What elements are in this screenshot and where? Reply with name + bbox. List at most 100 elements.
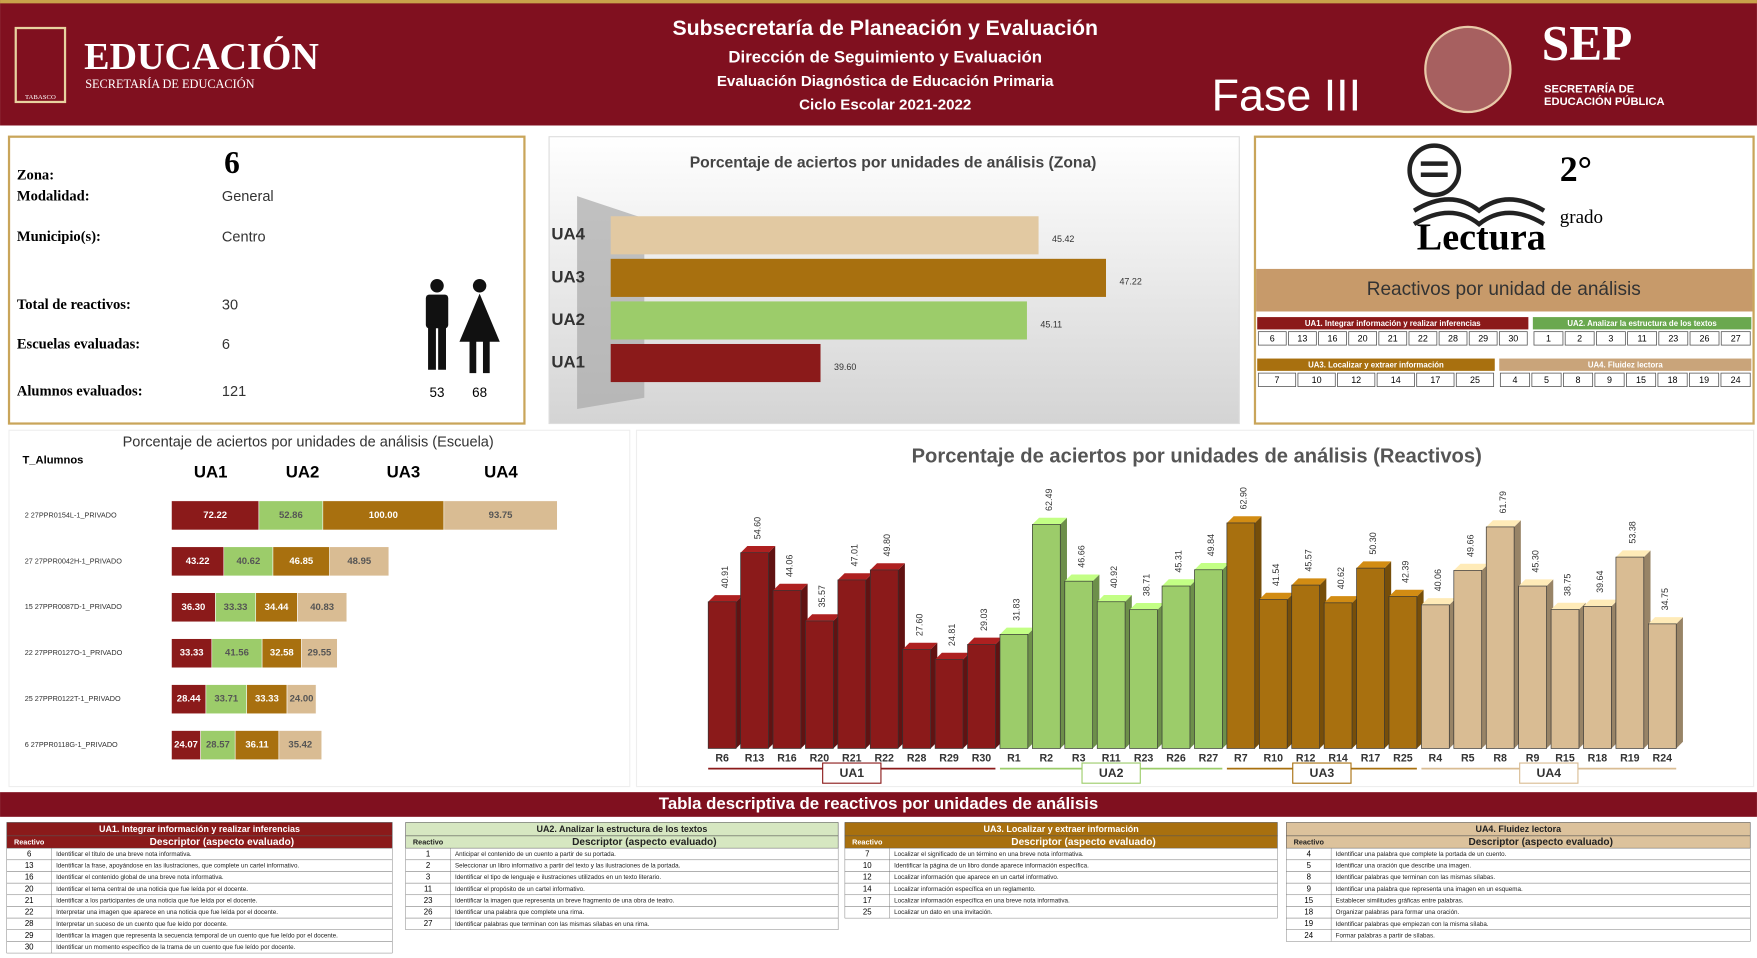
item-number: 16 xyxy=(25,873,34,882)
unit-item: 2 xyxy=(1577,333,1582,343)
item-descriptor: Identificar la imagen que representa un … xyxy=(455,898,675,905)
unit-item: 15 xyxy=(1636,375,1646,385)
info-panel xyxy=(9,137,524,424)
item-number: 21 xyxy=(25,896,34,905)
value-label: 40.91 xyxy=(720,566,730,588)
value-label: 53.38 xyxy=(1628,521,1638,543)
value-label: 46.85 xyxy=(289,556,314,567)
item-number: 22 xyxy=(25,908,34,917)
unit-item: 20 xyxy=(1358,333,1368,343)
bar xyxy=(1583,606,1611,748)
value-label: 49.80 xyxy=(882,534,892,556)
x-tick-label: R4 xyxy=(1429,752,1443,764)
header-line: Ciclo Escolar 2021-2022 xyxy=(799,96,971,113)
logo-state: TABASCO xyxy=(25,94,56,101)
y-tick-label: 2 27PPR0154L-1_PRIVADO xyxy=(25,510,117,519)
item-number: 26 xyxy=(424,908,433,917)
item-number: 7 xyxy=(865,849,869,858)
item-descriptor: Identificar una palabra que representa u… xyxy=(1336,886,1523,893)
dashboard: TABASCOEDUCACIÓNSECRETARÍA DE EDUCACIÓNS… xyxy=(0,0,1757,958)
bar xyxy=(708,602,736,749)
value-label: 43.22 xyxy=(186,556,210,567)
unit-item: 23 xyxy=(1668,333,1678,343)
bar xyxy=(1194,570,1222,749)
item-descriptor: Establecer similitudes gráficas entre pa… xyxy=(1336,898,1464,905)
value-label: 29.55 xyxy=(308,648,333,659)
unit-item: 30 xyxy=(1508,333,1518,343)
info-label: Total de reactivos: xyxy=(17,297,131,313)
unit-name: UA1. Integrar información y realizar inf… xyxy=(1305,319,1481,328)
unit-name: UA4. Fluidez lectora xyxy=(1588,360,1663,369)
x-tick-label: R2 xyxy=(1040,752,1054,764)
value-label: 35.42 xyxy=(288,740,312,751)
item-number: 29 xyxy=(25,931,34,940)
item-descriptor: Identificar el título de una breve nota … xyxy=(56,851,192,858)
unit-item: 28 xyxy=(1448,333,1458,343)
info-label: Municipio(s): xyxy=(17,229,101,245)
bar xyxy=(1097,602,1125,749)
x-tick-label: R26 xyxy=(1166,752,1186,764)
value-label: 46.66 xyxy=(1076,545,1086,567)
bar xyxy=(1357,568,1385,748)
item-number: 24 xyxy=(1304,931,1313,940)
item-descriptor: Organizar palabras para formar una oraci… xyxy=(1336,909,1460,916)
legend-entry: UA4 xyxy=(484,462,518,481)
info-value: 6 xyxy=(224,145,240,180)
value-label: 40.92 xyxy=(1109,566,1119,588)
bar xyxy=(1454,570,1482,748)
value-label: 24.07 xyxy=(174,740,198,751)
bar xyxy=(1130,610,1158,749)
item-descriptor: Localizar el significado de un término e… xyxy=(894,851,1084,858)
x-tick-label: R29 xyxy=(939,752,959,764)
bar xyxy=(1227,523,1255,749)
unit-item: 14 xyxy=(1391,375,1401,385)
x-tick-label: R8 xyxy=(1493,752,1507,764)
item-number: 10 xyxy=(863,861,872,870)
y-tick-label: 15 27PPR0087D-1_PRIVADO xyxy=(25,602,123,611)
item-descriptor: Identificar el contenido global de una b… xyxy=(56,874,224,881)
value-label: 62.90 xyxy=(1239,487,1249,509)
group-label: UA4 xyxy=(1536,766,1561,780)
gender-count: 53 xyxy=(430,385,445,400)
column-label: Reactivo xyxy=(14,838,45,847)
grade: 2° xyxy=(1560,149,1592,189)
group-title: UA4. Fluidez lectora xyxy=(1475,824,1562,834)
value-label: 38.75 xyxy=(1563,574,1573,596)
info-label: Escuelas evaluadas: xyxy=(17,336,140,352)
value-label: 44.06 xyxy=(785,555,795,577)
item-descriptor: Identificar la frase, apoyándose en las … xyxy=(56,863,299,870)
item-number: 30 xyxy=(25,943,34,952)
column-label: Reactivo xyxy=(852,838,883,847)
item-descriptor: Identificar el tema central de una notic… xyxy=(56,886,248,893)
column-label: Reactivo xyxy=(413,838,444,847)
grade-word: grado xyxy=(1560,207,1603,228)
item-number: 27 xyxy=(424,919,433,928)
unit-item: 22 xyxy=(1418,333,1428,343)
item-number: 6 xyxy=(27,849,32,858)
y-tick-label: UA1 xyxy=(551,352,585,371)
x-tick-label: R7 xyxy=(1234,752,1248,764)
unit-item: 4 xyxy=(1513,375,1518,385)
x-tick-label: R28 xyxy=(907,752,927,764)
value-label: 100.00 xyxy=(369,510,398,521)
bar xyxy=(611,216,1039,254)
bar xyxy=(935,660,963,749)
value-label: 31.83 xyxy=(1012,598,1022,620)
unit-item: 3 xyxy=(1608,333,1613,343)
unit-name: UA3. Localizar y extraer información xyxy=(1308,360,1444,369)
item-number: 11 xyxy=(424,884,432,893)
item-number: 23 xyxy=(424,896,433,905)
value-label: 34.44 xyxy=(265,602,290,613)
value-label: 48.95 xyxy=(347,556,372,567)
value-label: 33.33 xyxy=(224,602,248,613)
item-number: 17 xyxy=(863,896,872,905)
item-descriptor: Interpretar una imagen que aparece en un… xyxy=(56,909,278,916)
column-label: Descriptor (aspecto evaluado) xyxy=(150,837,295,848)
group-title: UA2. Analizar la estructura de los texto… xyxy=(536,824,707,834)
y-tick-label: 6 27PPR0118G-1_PRIVADO xyxy=(25,740,118,749)
value-label: 36.30 xyxy=(182,602,206,613)
item-descriptor: Identificar una palabra que complete la … xyxy=(1336,851,1507,858)
column-label: Descriptor (aspecto evaluado) xyxy=(1011,837,1156,848)
item-number: 9 xyxy=(1307,884,1311,893)
info-label: Alumnos evaluados: xyxy=(17,384,143,400)
